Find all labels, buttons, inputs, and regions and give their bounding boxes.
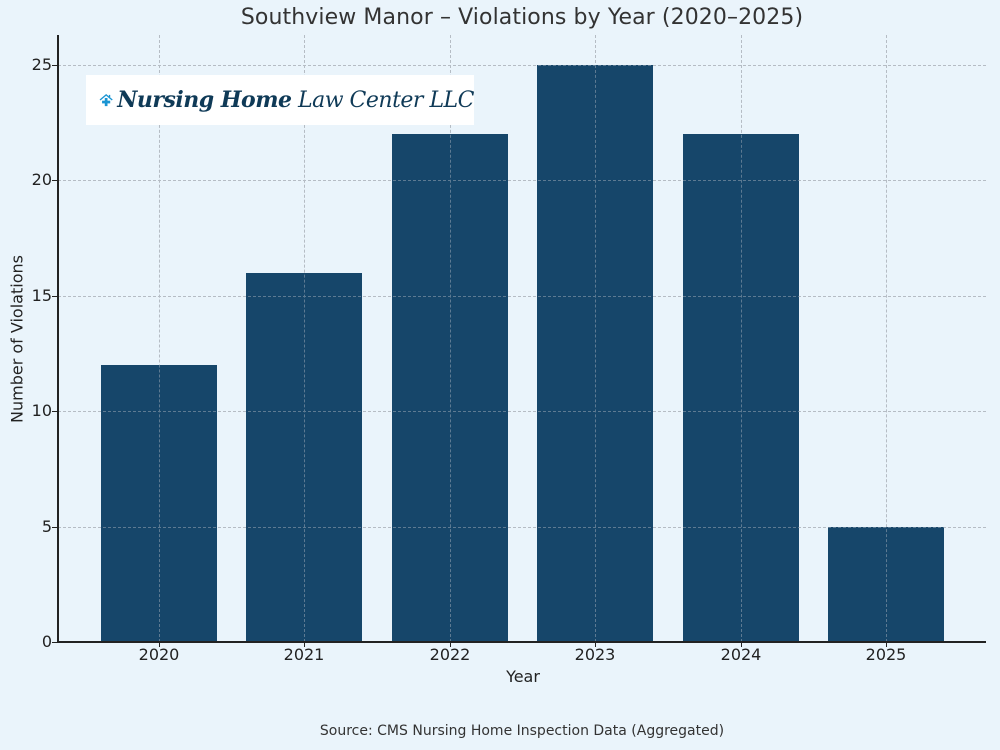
gridline-horizontal (58, 527, 986, 528)
logo-text-bold: Nursing Home (117, 87, 292, 113)
x-axis-line (57, 641, 986, 643)
x-tick-label: 2020 (138, 645, 180, 664)
y-axis-line (57, 35, 59, 643)
gridline-horizontal (58, 527, 986, 528)
gridline-horizontal (58, 411, 986, 412)
gridline-vertical (159, 35, 160, 642)
y-tick-label: 20 (31, 170, 52, 189)
bar-2022 (392, 134, 508, 642)
bar-2024 (683, 134, 799, 642)
bar-2025 (828, 527, 944, 642)
bar-2021 (246, 273, 362, 642)
x-tick-mark (595, 642, 596, 647)
y-tick-mark (52, 180, 57, 181)
gridline-horizontal (58, 180, 986, 181)
bar-2023 (537, 65, 653, 642)
y-tick-label: 0 (41, 632, 52, 651)
gridline-horizontal (58, 296, 986, 297)
x-tick-mark (159, 642, 160, 647)
y-tick-mark (52, 296, 57, 297)
y-tick-label: 25 (31, 55, 52, 74)
gridline-vertical (886, 35, 887, 642)
gridline-horizontal (58, 65, 986, 66)
x-tick-mark (741, 642, 742, 647)
gridline-horizontal (58, 411, 986, 412)
gridline-vertical (450, 35, 451, 642)
y-tick-mark (52, 642, 57, 643)
bar-2020 (101, 365, 217, 642)
x-tick-label: 2023 (574, 645, 616, 664)
gridline-horizontal (58, 180, 986, 181)
chart-title: Southview Manor – Violations by Year (20… (240, 5, 804, 30)
y-tick-mark (52, 411, 57, 412)
house-medical-cross-icon (99, 94, 113, 107)
x-tick-mark (886, 642, 887, 647)
source-note: Source: CMS Nursing Home Inspection Data… (319, 723, 725, 739)
y-tick-mark (52, 527, 57, 528)
y-tick-label: 10 (31, 401, 52, 420)
gridline-vertical (595, 35, 596, 642)
gridline-vertical (886, 35, 887, 642)
gridline-vertical (304, 35, 305, 642)
y-tick-label: 5 (41, 517, 52, 536)
x-tick-mark (304, 642, 305, 647)
law-firm-logo: Nursing Home Law Center LLC (86, 75, 475, 125)
x-tick-label: 2025 (865, 645, 907, 664)
gridline-horizontal (58, 296, 986, 297)
gridline-horizontal (58, 65, 986, 66)
x-tick-label: 2024 (720, 645, 762, 664)
gridline-vertical (741, 35, 742, 642)
y-tick-mark (52, 65, 57, 66)
gridline-vertical (159, 35, 160, 642)
x-axis-title: Year (506, 667, 540, 686)
logo-text: Nursing Home Law Center LLC (117, 87, 474, 113)
x-tick-label: 2021 (283, 645, 325, 664)
x-tick-mark (450, 642, 451, 647)
y-axis-title: Number of Violations (7, 255, 27, 423)
x-tick-label: 2022 (429, 645, 471, 664)
logo-text-light: Law Center LLC (298, 88, 475, 113)
y-tick-label: 15 (31, 286, 52, 305)
